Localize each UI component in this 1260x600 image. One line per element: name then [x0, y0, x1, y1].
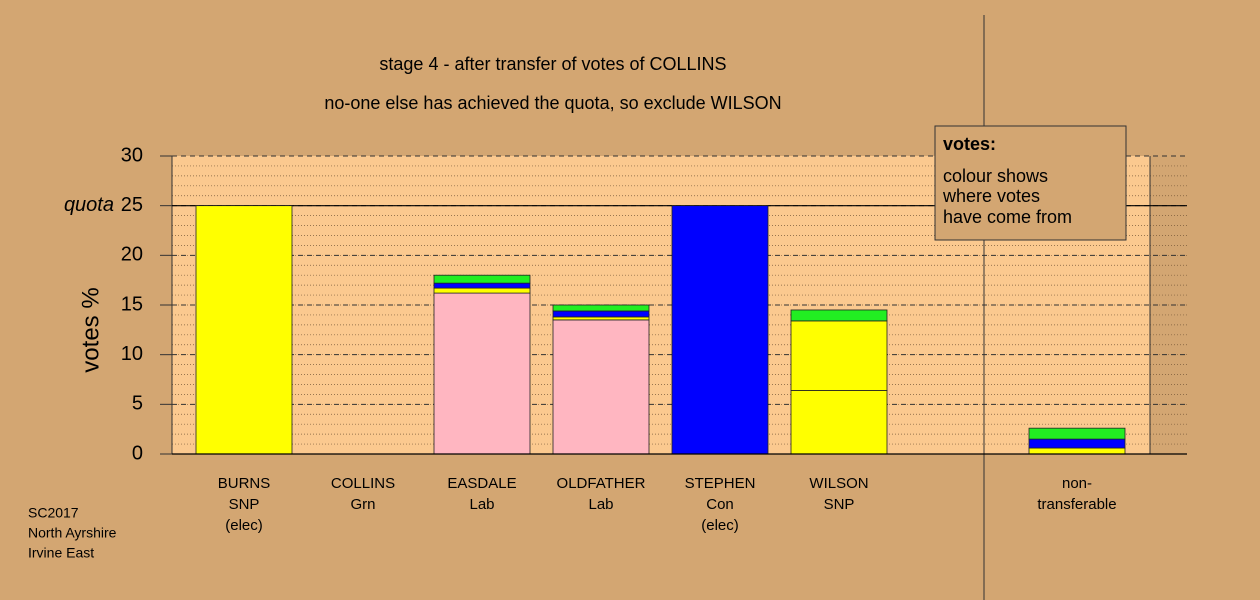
legend-text: where votes [942, 186, 1040, 206]
x-tick-label: WILSON SNP [809, 475, 868, 513]
bar-segment [1028, 438, 1126, 449]
quota-label: quota [64, 194, 114, 216]
bar-segment [790, 390, 888, 455]
legend-title: votes: [943, 134, 996, 154]
y-axis-label: votes % [77, 287, 104, 372]
bar-segment [433, 282, 531, 289]
legend: votes: colour shows where votes have com… [934, 125, 1127, 241]
bar-segment [552, 319, 650, 455]
x-tick-label: EASDALE Lab [447, 475, 516, 513]
y-tick-label: 0 [132, 442, 143, 464]
legend-text: have come from [943, 207, 1072, 227]
y-tick-label: 10 [121, 343, 143, 365]
bar-segment [433, 292, 531, 455]
x-tick-label: BURNS SNP (elec) [218, 475, 271, 534]
bar-segment [671, 205, 769, 455]
bar-segment [1028, 447, 1126, 455]
bar-segment [790, 320, 888, 391]
chart-subtitle: no-one else has achieved the quota, so e… [324, 93, 781, 113]
x-tick-label: STEPHEN Con (elec) [685, 475, 756, 534]
y-tick-label: 30 [121, 144, 143, 166]
legend-box [934, 125, 1127, 241]
y-tick-label: 20 [121, 244, 143, 266]
x-tick-label: non-transferable [1037, 475, 1116, 513]
y-tick-label: 5 [132, 393, 143, 415]
bar-segment [790, 309, 888, 322]
bar-segment [195, 205, 293, 455]
x-tick-label: OLDFATHER Lab [557, 475, 646, 513]
footer-text: Irvine East [28, 545, 94, 561]
bar-segment [433, 274, 531, 284]
chart-title: stage 4 - after transfer of votes of COL… [379, 54, 726, 74]
bar-segment [552, 316, 650, 321]
bar-segment [1028, 427, 1126, 440]
y-tick-label: 15 [121, 293, 143, 315]
bar-segment [552, 310, 650, 318]
legend-text: colour shows [943, 166, 1048, 186]
footer-text: North Ayrshire [28, 525, 117, 541]
x-tick-label: COLLINS Grn [331, 475, 395, 513]
footer-text: SC2017 [28, 505, 79, 521]
y-tick-label: 25 [121, 194, 143, 216]
bar-segment [433, 287, 531, 294]
bar-segment [552, 304, 650, 312]
